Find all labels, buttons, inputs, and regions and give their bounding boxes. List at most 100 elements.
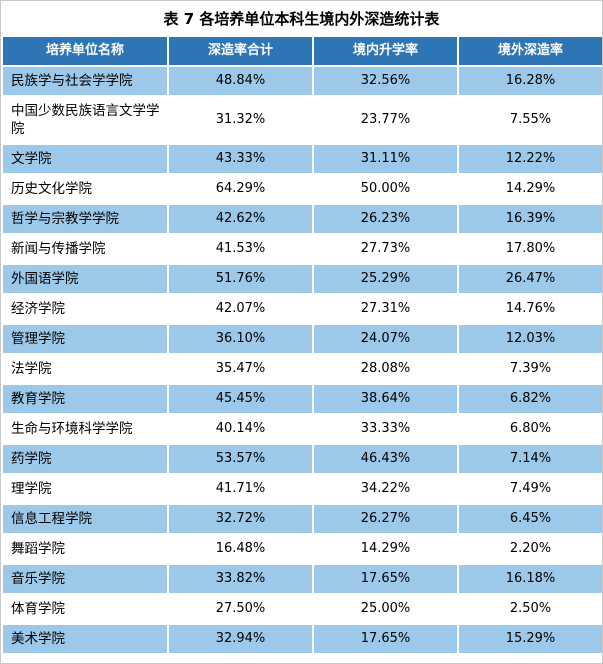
rate-cell: 2.50%	[457, 593, 602, 625]
table-row: 中国少数民族语言文学学院 31.32% 23.77% 7.55%	[1, 95, 602, 145]
unit-name-cell: 法学院	[1, 353, 169, 385]
rate-cell: 46.43%	[312, 443, 459, 475]
unit-name-cell: 生命与环境科学学院	[1, 413, 169, 445]
rate-cell: 16.18%	[457, 563, 602, 595]
rate-cell: 43.33%	[167, 143, 314, 175]
rate-cell: 17.65%	[312, 623, 459, 655]
table-row: 管理学院 36.10% 24.07% 12.03%	[1, 323, 602, 355]
unit-name-cell: 外国语学院	[1, 263, 169, 295]
unit-name-cell: 经济学院	[1, 293, 169, 325]
column-header-unit-name: 培养单位名称	[1, 35, 169, 67]
rate-cell: 26.23%	[312, 203, 459, 235]
rate-cell: 36.10%	[167, 323, 314, 355]
rate-cell: 26.47%	[457, 263, 602, 295]
rate-cell: 6.82%	[457, 383, 602, 415]
rate-cell: 31.11%	[312, 143, 459, 175]
table-row: 舞蹈学院 16.48% 14.29% 2.20%	[1, 533, 602, 565]
rate-cell: 2.20%	[457, 533, 602, 565]
table-row: 信息工程学院 32.72% 26.27% 6.45%	[1, 503, 602, 535]
rate-cell: 14.29%	[312, 533, 459, 565]
rate-cell: 15.29%	[457, 623, 602, 655]
unit-name-cell: 美术学院	[1, 623, 169, 655]
column-header-overseas-rate: 境外深造率	[457, 35, 602, 67]
rate-cell: 32.56%	[312, 65, 459, 97]
rate-cell: 33.82%	[167, 563, 314, 595]
rate-cell: 51.76%	[167, 263, 314, 295]
rate-cell: 6.45%	[457, 503, 602, 535]
rate-cell: 41.53%	[167, 233, 314, 265]
rate-cell: 14.29%	[457, 173, 602, 205]
unit-name-cell: 文学院	[1, 143, 169, 175]
table-row: 体育学院 27.50% 25.00% 2.50%	[1, 593, 602, 625]
rate-cell: 12.22%	[457, 143, 602, 175]
table-row: 音乐学院 33.82% 17.65% 16.18%	[1, 563, 602, 595]
table-row: 文学院 43.33% 31.11% 12.22%	[1, 143, 602, 175]
rate-cell: 6.80%	[457, 413, 602, 445]
unit-name-cell: 民族学与社会学学院	[1, 65, 169, 97]
table-row: 历史文化学院 64.29% 50.00% 14.29%	[1, 173, 602, 205]
unit-name-cell: 哲学与宗教学学院	[1, 203, 169, 235]
rate-cell: 64.29%	[167, 173, 314, 205]
unit-name-cell: 药学院	[1, 443, 169, 475]
rate-cell: 16.28%	[457, 65, 602, 97]
table-row: 新闻与传播学院 41.53% 27.73% 17.80%	[1, 233, 602, 265]
rate-cell: 45.45%	[167, 383, 314, 415]
rate-cell: 7.49%	[457, 473, 602, 505]
rate-cell: 42.07%	[167, 293, 314, 325]
rate-cell: 17.80%	[457, 233, 602, 265]
column-header-total-rate: 深造率合计	[167, 35, 314, 67]
rate-cell: 40.14%	[167, 413, 314, 445]
rate-cell: 32.72%	[167, 503, 314, 535]
rate-cell: 26.27%	[312, 503, 459, 535]
rate-cell: 38.64%	[312, 383, 459, 415]
rate-cell: 14.76%	[457, 293, 602, 325]
rate-cell: 16.39%	[457, 203, 602, 235]
unit-name-cell: 管理学院	[1, 323, 169, 355]
rate-cell: 34.22%	[312, 473, 459, 505]
rate-cell: 16.48%	[167, 533, 314, 565]
table-row: 外国语学院 51.76% 25.29% 26.47%	[1, 263, 602, 295]
rate-cell: 27.31%	[312, 293, 459, 325]
rate-cell: 31.32%	[167, 95, 314, 145]
table-row: 经济学院 42.07% 27.31% 14.76%	[1, 293, 602, 325]
column-header-domestic-rate: 境内升学率	[312, 35, 459, 67]
rate-cell: 50.00%	[312, 173, 459, 205]
rate-cell: 24.07%	[312, 323, 459, 355]
unit-name-cell: 新闻与传播学院	[1, 233, 169, 265]
table-body: 民族学与社会学学院 48.84% 32.56% 16.28% 中国少数民族语言文学学院 3…	[1, 65, 602, 655]
unit-name-cell: 体育学院	[1, 593, 169, 625]
unit-name-cell: 中国少数民族语言文学学院	[1, 95, 169, 145]
table-row: 教育学院 45.45% 38.64% 6.82%	[1, 383, 602, 415]
rate-cell: 7.55%	[457, 95, 602, 145]
unit-name-cell: 理学院	[1, 473, 169, 505]
table-row: 生命与环境科学学院 40.14% 33.33% 6.80%	[1, 413, 602, 445]
table-row: 民族学与社会学学院 48.84% 32.56% 16.28%	[1, 65, 602, 97]
rate-cell: 53.57%	[167, 443, 314, 475]
rate-cell: 12.03%	[457, 323, 602, 355]
rate-cell: 27.73%	[312, 233, 459, 265]
table-row: 哲学与宗教学学院 42.62% 26.23% 16.39%	[1, 203, 602, 235]
unit-name-cell: 信息工程学院	[1, 503, 169, 535]
rate-cell: 35.47%	[167, 353, 314, 385]
rate-cell: 25.29%	[312, 263, 459, 295]
rate-cell: 7.39%	[457, 353, 602, 385]
rate-cell: 17.65%	[312, 563, 459, 595]
header-row: 培养单位名称 深造率合计 境内升学率 境外深造率	[1, 35, 602, 67]
table-row: 理学院 41.71% 34.22% 7.49%	[1, 473, 602, 505]
rate-cell: 28.08%	[312, 353, 459, 385]
table-title: 表 7 各培养单位本科生境内外深造统计表	[163, 10, 440, 28]
rate-cell: 27.50%	[167, 593, 314, 625]
unit-name-cell: 教育学院	[1, 383, 169, 415]
rate-cell: 48.84%	[167, 65, 314, 97]
rate-cell: 23.77%	[312, 95, 459, 145]
rate-cell: 33.33%	[312, 413, 459, 445]
rate-cell: 42.62%	[167, 203, 314, 235]
unit-name-cell: 舞蹈学院	[1, 533, 169, 565]
unit-name-cell: 音乐学院	[1, 563, 169, 595]
unit-name-cell: 历史文化学院	[1, 173, 169, 205]
table-row: 药学院 53.57% 46.43% 7.14%	[1, 443, 602, 475]
rate-cell: 32.94%	[167, 623, 314, 655]
rate-cell: 7.14%	[457, 443, 602, 475]
table-row: 美术学院 32.94% 17.65% 15.29%	[1, 623, 602, 655]
